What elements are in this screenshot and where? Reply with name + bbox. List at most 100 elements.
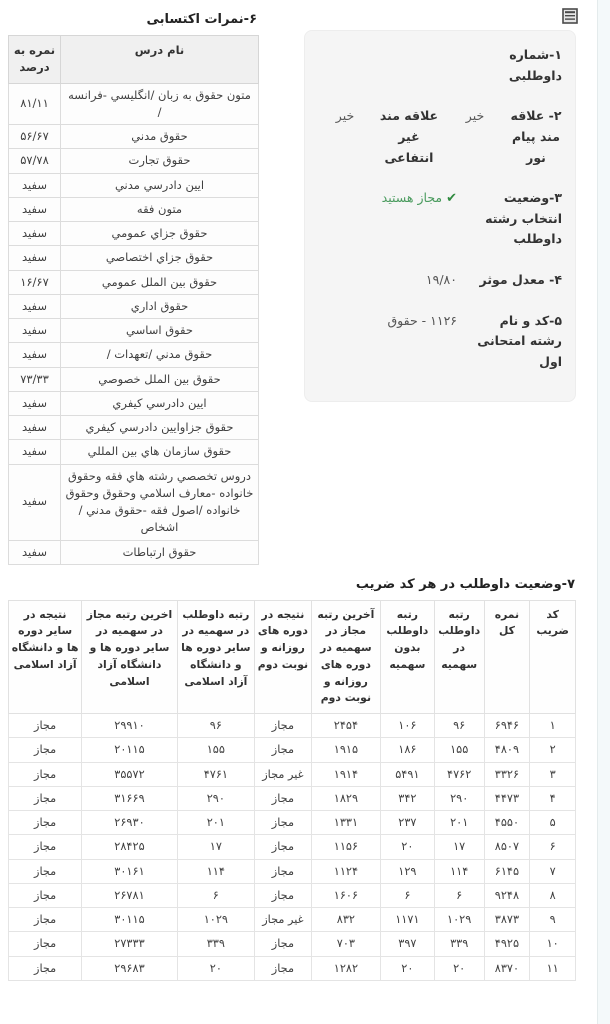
scrollbar-track[interactable] <box>597 0 610 1024</box>
course-name-cell: حقوق تجارت <box>60 148 259 174</box>
scores-section: ۶-نمرات اکتسابی نام درس نمره به درصد متو… <box>8 8 259 565</box>
total-score-cell: ۴۵۵۰ <box>483 810 531 836</box>
result-other-cell: مجاز <box>7 907 83 933</box>
result-other-cell: مجاز <box>7 810 83 836</box>
coef-code-cell: ۵ <box>529 810 576 836</box>
last-allowed-rank-day-cell: ۸۳۲ <box>310 907 381 933</box>
course-name-cell: دروس تخصصي رشته هاي فقه وحقوق خانواده -م… <box>60 463 259 541</box>
total-score-cell: ۳۸۷۳ <box>483 907 531 933</box>
last-allowed-rank-day-cell: ۱۹۱۵ <box>310 737 381 763</box>
course-score-cell: ۵۷/۷۸ <box>8 148 61 174</box>
last-allowed-rank-day-cell: ۱۲۸۲ <box>310 955 381 981</box>
total-score-cell: ۳۳۲۶ <box>483 761 531 787</box>
score-row: حقوق جزاوایین دادرسي کیفري سفید <box>8 414 259 441</box>
rank-in-quota-cell: ۲۰ <box>433 955 485 981</box>
last-allowed-rank-day-cell: ۲۴۵۴ <box>310 713 381 739</box>
coefficient-row: ۱۰ ۴۹۲۵ ۳۳۹ ۳۹۷ ۷۰۳ مجاز ۳۳۹ ۲۷۳۳۳ مجاز <box>7 931 576 957</box>
rank-without-quota-cell: ۵۴۹۱ <box>379 761 435 787</box>
exam-field-label: ۵-کد و نام رشته امتحانی اول <box>477 312 562 369</box>
course-score-cell: سفید <box>8 245 61 271</box>
last-allowed-rank-day-cell: ۱۹۱۴ <box>310 761 381 787</box>
last-allowed-rank-day-cell: ۱۶۰۶ <box>310 882 381 909</box>
score-row: حقوق مدني /تعهدات / سفید <box>8 342 259 368</box>
result-other-cell: مجاز <box>7 955 83 981</box>
rank-other-cell: ۳۳۹ <box>176 931 255 957</box>
total-score-cell: ۶۹۴۶ <box>483 713 531 739</box>
course-name-cell: حقوق اساسي <box>60 317 259 344</box>
result-other-cell: مجاز <box>7 785 83 812</box>
result-day-cell: غیر مجاز <box>253 907 312 933</box>
interest-item: ۲- علاقه مند پیام نور خیر علاقه مند غیر … <box>318 106 562 168</box>
last-allowed-rank-day-cell: ۷۰۳ <box>310 931 381 957</box>
section7-title: ۷-وضعیت داوطلب در هر کد ضریب <box>355 576 575 592</box>
rank-without-quota-cell: ۲۳۷ <box>379 810 435 836</box>
course-score-cell: سفید <box>8 463 61 541</box>
course-score-cell: سفید <box>8 390 61 417</box>
rank-other-cell: ۴۷۶۱ <box>176 761 255 787</box>
results-page: ۱-شماره داوطلبی ۲- علاقه مند پیام نور خی… <box>7 8 576 981</box>
coefficient-row: ۷ ۶۱۴۵ ۱۱۴ ۱۲۹ ۱۱۲۴ مجاز ۱۱۴ ۳۰۱۶۱ مجاز <box>7 858 576 884</box>
coef-code-cell: ۶ <box>529 834 576 860</box>
course-name-cell: حقوق سازمان هاي بین المللي <box>60 439 259 465</box>
rank-other-cell: ۶ <box>176 882 255 909</box>
result-other-cell: مجاز <box>7 761 83 787</box>
coefficient-header-row: کد ضریب نمره کل رتبه داوطلب در سهمیه رتب… <box>7 599 576 715</box>
score-row: حقوق ارتباطات سفید <box>8 539 259 565</box>
table-view-icon[interactable] <box>562 8 578 24</box>
last-allowed-rank-day-cell: ۱۳۳۱ <box>310 810 381 836</box>
result-day-cell: مجاز <box>253 810 312 836</box>
column-header-rank-in-quota: رتبه داوطلب در سهمیه <box>433 599 485 715</box>
rank-in-quota-cell: ۴۷۶۲ <box>433 761 485 787</box>
result-other-cell: مجاز <box>7 834 83 860</box>
coefficient-row: ۸ ۹۲۴۸ ۶ ۶ ۱۶۰۶ مجاز ۶ ۲۶۷۸۱ مجاز <box>7 882 576 909</box>
exam-field-item: ۵-کد و نام رشته امتحانی اول ۱۱۲۶ - حقوق <box>318 311 562 373</box>
course-name-cell: حقوق مدني <box>60 123 259 150</box>
score-row: حقوق اساسي سفید <box>8 317 259 344</box>
coef-code-cell: ۹ <box>529 907 576 933</box>
payamnoor-interest-value: خیر <box>465 108 485 124</box>
total-score-cell: ۸۳۷۰ <box>483 955 531 981</box>
course-score-cell: سفید <box>8 342 61 368</box>
course-score-cell: سفید <box>8 172 61 198</box>
selection-status-badge: ✔مجاز هستید <box>318 188 457 250</box>
candidate-number-value <box>318 45 457 86</box>
course-name-cell: متون حقوق به زبان /انگلیسي -فرانسه / <box>60 82 259 125</box>
score-row: حقوق مدني ۵۶/۶۷ <box>8 123 259 150</box>
coef-code-cell: ۴ <box>529 785 576 812</box>
last-allowed-rank-other-cell: ۲۶۹۳۰ <box>81 810 178 836</box>
rank-in-quota-cell: ۶ <box>433 882 485 909</box>
column-header-rank-without-quota: رتبه داوطلب بدون سهمیه <box>379 599 435 715</box>
candidate-summary-panel: ۱-شماره داوطلبی ۲- علاقه مند پیام نور خی… <box>304 30 576 402</box>
score-row: حقوق جزاي اختصاصي سفید <box>8 245 259 271</box>
course-name-cell: حقوق بین الملل خصوصي <box>60 366 259 392</box>
course-score-cell: ۵۶/۶۷ <box>8 123 61 150</box>
rank-without-quota-cell: ۶ <box>379 882 435 909</box>
result-other-cell: مجاز <box>7 858 83 884</box>
course-score-cell: ۱۶/۶۷ <box>8 269 61 295</box>
coef-code-cell: ۷ <box>529 858 576 884</box>
course-name-cell: متون فقه <box>60 196 259 223</box>
coefficient-row: ۹ ۳۸۷۳ ۱۰۲۹ ۱۱۷۱ ۸۳۲ غیر مجاز ۱۰۲۹ ۳۰۱۱۵… <box>7 907 576 933</box>
rank-other-cell: ۲۰ <box>176 955 255 981</box>
coefficient-row: ۵ ۴۵۵۰ ۲۰۱ ۲۳۷ ۱۳۳۱ مجاز ۲۰۱ ۲۶۹۳۰ مجاز <box>7 810 576 836</box>
coefficient-row: ۱۱ ۸۳۷۰ ۲۰ ۲۰ ۱۲۸۲ مجاز ۲۰ ۲۹۶۸۳ مجاز <box>7 955 576 981</box>
coefficient-row: ۲ ۴۸۰۹ ۱۵۵ ۱۸۶ ۱۹۱۵ مجاز ۱۵۵ ۲۰۱۱۵ مجاز <box>7 737 576 763</box>
rank-other-cell: ۲۹۰ <box>176 785 255 812</box>
result-day-cell: مجاز <box>253 882 312 909</box>
column-header-last-allowed-rank-other: اخرین رتبه مجاز در سهمیه در سایر دوره ها… <box>81 599 178 715</box>
rank-other-cell: ۱۱۴ <box>176 858 255 884</box>
column-header-coef-code: کد ضریب <box>529 599 576 715</box>
candidate-number-label: ۱-شماره داوطلبی <box>508 47 562 83</box>
coefficient-table: کد ضریب نمره کل رتبه داوطلب در سهمیه رتب… <box>7 599 576 981</box>
score-row: حقوق اداري سفید <box>8 293 259 320</box>
course-score-cell: سفید <box>8 439 61 465</box>
rank-without-quota-cell: ۱۱۷۱ <box>379 907 435 933</box>
rank-without-quota-cell: ۲۰ <box>379 834 435 860</box>
rank-other-cell: ۱۷ <box>176 834 255 860</box>
last-allowed-rank-other-cell: ۲۶۷۸۱ <box>81 882 178 909</box>
score-row: حقوق بین الملل خصوصي ۷۳/۳۳ <box>8 366 259 392</box>
course-name-cell: حقوق مدني /تعهدات / <box>60 342 259 368</box>
rank-other-cell: ۱۵۵ <box>176 737 255 763</box>
coefficient-section: ۷-وضعیت داوطلب در هر کد ضریب کد ضریب نمر… <box>7 576 576 981</box>
payamnoor-interest-label: ۲- علاقه مند پیام نور <box>510 108 562 165</box>
